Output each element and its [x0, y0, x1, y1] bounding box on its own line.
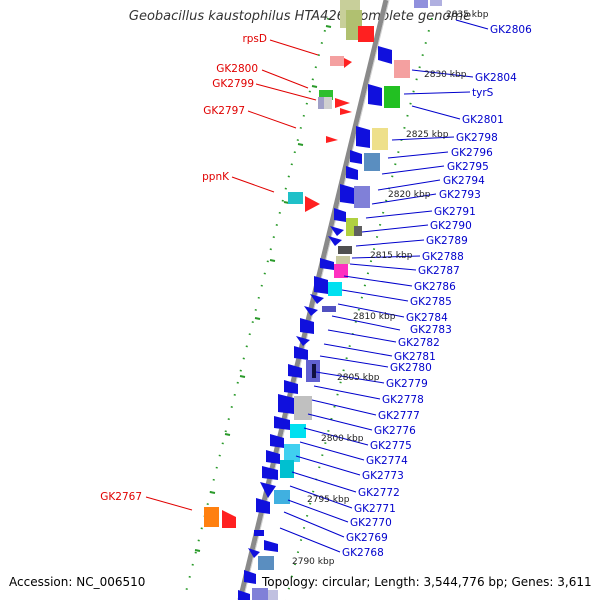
plus-strand-features — [238, 0, 442, 600]
gene-label: GK2785 — [410, 296, 452, 308]
gene-label: GK2790 — [430, 220, 472, 232]
right-leader-lines — [279, 19, 489, 553]
gene-label: GK2791 — [434, 206, 476, 218]
gene-label: GK2804 — [475, 72, 517, 84]
gene-label: GK2773 — [362, 470, 404, 482]
kbp-label: 2835 kbp — [446, 10, 489, 20]
right-gene-labels: GK2806 GK2804 tyrS GK2801 GK2798 GK2796 … — [342, 24, 532, 559]
gene-label: GK2769 — [346, 532, 388, 544]
genome-backbone — [237, 0, 389, 600]
gene-label: GK2795 — [447, 161, 489, 173]
gene-label: tyrS — [472, 87, 494, 99]
kbp-label: 2815 kbp — [370, 251, 413, 261]
gene-label: GK2781 — [394, 351, 436, 363]
kbp-label: 2800 kbp — [321, 434, 364, 444]
gene-label: GK2798 — [456, 132, 498, 144]
kbp-label: 2825 kbp — [406, 130, 449, 140]
gene-label: GK2779 — [386, 378, 428, 390]
kbp-label: 2790 kbp — [292, 557, 335, 567]
gene-label: GK2767 — [100, 491, 142, 503]
gene-label: GK2793 — [439, 189, 481, 201]
genome-stats-text: Topology: circular; Length: 3,544,776 bp… — [262, 575, 592, 589]
gene-label: rpsD — [242, 33, 267, 45]
gene-label: GK2800 — [216, 63, 258, 75]
gene-label: GK2801 — [462, 114, 504, 126]
gene-label: GK2784 — [406, 312, 448, 324]
kbp-labels: 2835 kbp 2830 kbp 2825 kbp 2820 kbp 2815… — [292, 10, 489, 567]
gene-label: GK2797 — [203, 105, 245, 117]
gene-label: GK2778 — [382, 394, 424, 406]
gene-label: GK2783 — [410, 324, 452, 336]
gene-label: GK2771 — [354, 503, 396, 515]
gene-label: GK2776 — [374, 425, 416, 437]
gene-label: GK2787 — [418, 265, 460, 277]
gene-label: GK2772 — [358, 487, 400, 499]
gene-label: GK2775 — [370, 440, 412, 452]
gene-label: GK2799 — [212, 78, 254, 90]
gene-label: GK2796 — [451, 147, 493, 159]
gene-label: GK2777 — [378, 410, 420, 422]
gene-label: GK2806 — [490, 24, 532, 36]
minus-strand-features — [204, 0, 374, 528]
inner-kbp-ticks — [194, 25, 332, 552]
kbp-label: 2830 kbp — [424, 70, 467, 80]
gene-label: GK2786 — [414, 281, 456, 293]
gene-label: GK2782 — [398, 337, 440, 349]
gene-label: GK2780 — [390, 362, 432, 374]
gene-label: GK2794 — [443, 175, 485, 187]
kbp-label: 2795 kbp — [307, 495, 350, 505]
left-gene-labels: rpsD GK2800 GK2799 GK2797 ppnK GK2767 — [100, 33, 267, 503]
gene-label: GK2774 — [366, 455, 408, 467]
kbp-label: 2820 kbp — [388, 190, 431, 200]
gene-label: GK2789 — [426, 235, 468, 247]
kbp-label: 2810 kbp — [353, 312, 396, 322]
gene-label: GK2770 — [350, 517, 392, 529]
gene-label: GK2768 — [342, 547, 384, 559]
gene-label: ppnK — [202, 171, 230, 183]
kbp-label: 2805 kbp — [337, 373, 380, 383]
outer-tick-track — [285, 17, 433, 600]
accession-text: Accession: NC_006510 — [9, 575, 146, 589]
left-leader-lines — [145, 39, 319, 511]
gene-label: GK2788 — [422, 251, 464, 263]
